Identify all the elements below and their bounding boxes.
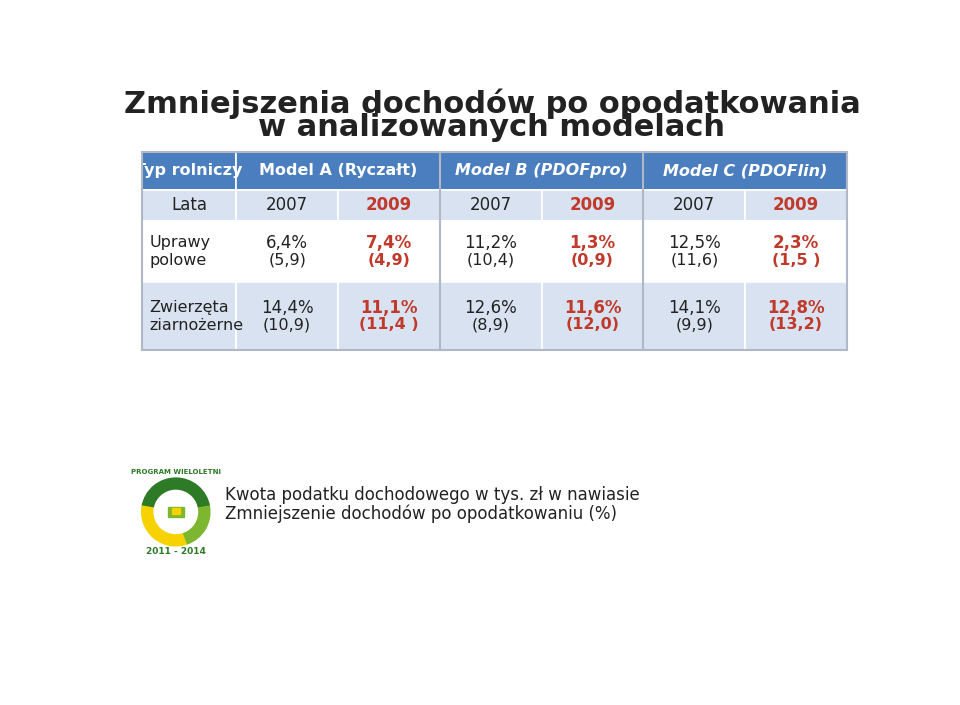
Text: 12,5%: 12,5% [668, 234, 721, 252]
Bar [440, 152, 643, 190]
Text: 2007: 2007 [266, 197, 308, 214]
Text: 2009: 2009 [366, 197, 412, 214]
Text: w analizowanych modelach: w analizowanych modelach [258, 113, 726, 142]
Text: (9,9): (9,9) [675, 317, 713, 332]
Text: (13,2): (13,2) [769, 317, 823, 332]
Text: 2007: 2007 [673, 197, 715, 214]
Bar [643, 152, 847, 190]
Text: Lata: Lata [171, 197, 207, 214]
Bar [338, 190, 440, 221]
Bar [541, 283, 643, 350]
Bar [236, 152, 440, 190]
Text: (5,9): (5,9) [268, 252, 306, 268]
Text: (1,5 ): (1,5 ) [772, 252, 820, 268]
Circle shape [155, 491, 198, 534]
Wedge shape [142, 478, 209, 508]
Bar [440, 190, 541, 221]
Bar [172, 508, 180, 514]
Text: (8,9): (8,9) [471, 317, 510, 332]
Bar [142, 221, 236, 283]
Text: Model B (PDOFpro): Model B (PDOFpro) [455, 164, 628, 178]
Wedge shape [142, 506, 187, 546]
Bar [745, 221, 847, 283]
Text: 2007: 2007 [469, 197, 512, 214]
Text: (0,9): (0,9) [571, 252, 614, 268]
Text: (10,4): (10,4) [467, 252, 515, 268]
Bar [236, 190, 338, 221]
Bar [168, 507, 183, 517]
Text: 2009: 2009 [569, 197, 615, 214]
Bar [142, 190, 236, 221]
Text: (11,6): (11,6) [670, 252, 718, 268]
Bar [745, 283, 847, 350]
Text: 2009: 2009 [773, 197, 819, 214]
Wedge shape [183, 506, 210, 544]
Bar [338, 221, 440, 283]
Bar [440, 283, 541, 350]
Text: Model A (Ryczałt): Model A (Ryczałt) [259, 164, 418, 178]
Bar [643, 221, 745, 283]
Text: (11,4 ): (11,4 ) [359, 317, 419, 332]
Text: Zmniejszenia dochodów po opodatkowania: Zmniejszenia dochodów po opodatkowania [124, 88, 860, 119]
Text: Typ rolniczy: Typ rolniczy [135, 164, 243, 178]
Bar [142, 152, 236, 190]
Text: Zmniejszenie dochodów po opodatkowaniu (%): Zmniejszenie dochodów po opodatkowaniu (… [225, 504, 616, 522]
Text: 12,8%: 12,8% [767, 299, 825, 317]
Text: (12,0): (12,0) [565, 317, 619, 332]
Text: Model C (PDOFlin): Model C (PDOFlin) [663, 164, 828, 178]
Text: 11,6%: 11,6% [564, 299, 621, 317]
Text: 14,1%: 14,1% [668, 299, 721, 317]
Text: 11,1%: 11,1% [360, 299, 418, 317]
Text: 7,4%: 7,4% [366, 234, 412, 252]
Bar [440, 221, 541, 283]
Text: 11,2%: 11,2% [465, 234, 517, 252]
Text: 2,3%: 2,3% [773, 234, 819, 252]
Text: 1,3%: 1,3% [569, 234, 615, 252]
Text: PROGRAM WIELOLETNI: PROGRAM WIELOLETNI [131, 469, 221, 475]
Text: Zwierzęta
ziarnоżerne: Zwierzęta ziarnоżerne [150, 300, 244, 333]
Text: (10,9): (10,9) [263, 317, 311, 332]
Text: 2011 - 2014: 2011 - 2014 [146, 548, 205, 556]
Bar [745, 190, 847, 221]
Text: Uprawy
polowe: Uprawy polowe [150, 235, 210, 268]
Text: Kwota podatku dochodowego w tys. zł w nawiasie: Kwota podatku dochodowego w tys. zł w na… [225, 486, 639, 504]
Text: 6,4%: 6,4% [266, 234, 308, 252]
Text: 14,4%: 14,4% [261, 299, 314, 317]
Bar [142, 152, 847, 350]
Bar [541, 190, 643, 221]
Bar [541, 221, 643, 283]
Text: (4,9): (4,9) [368, 252, 410, 268]
Bar [236, 221, 338, 283]
Bar [236, 283, 338, 350]
Text: 12,6%: 12,6% [465, 299, 517, 317]
Bar [338, 283, 440, 350]
Bar [643, 190, 745, 221]
Bar [142, 283, 236, 350]
Bar [643, 283, 745, 350]
